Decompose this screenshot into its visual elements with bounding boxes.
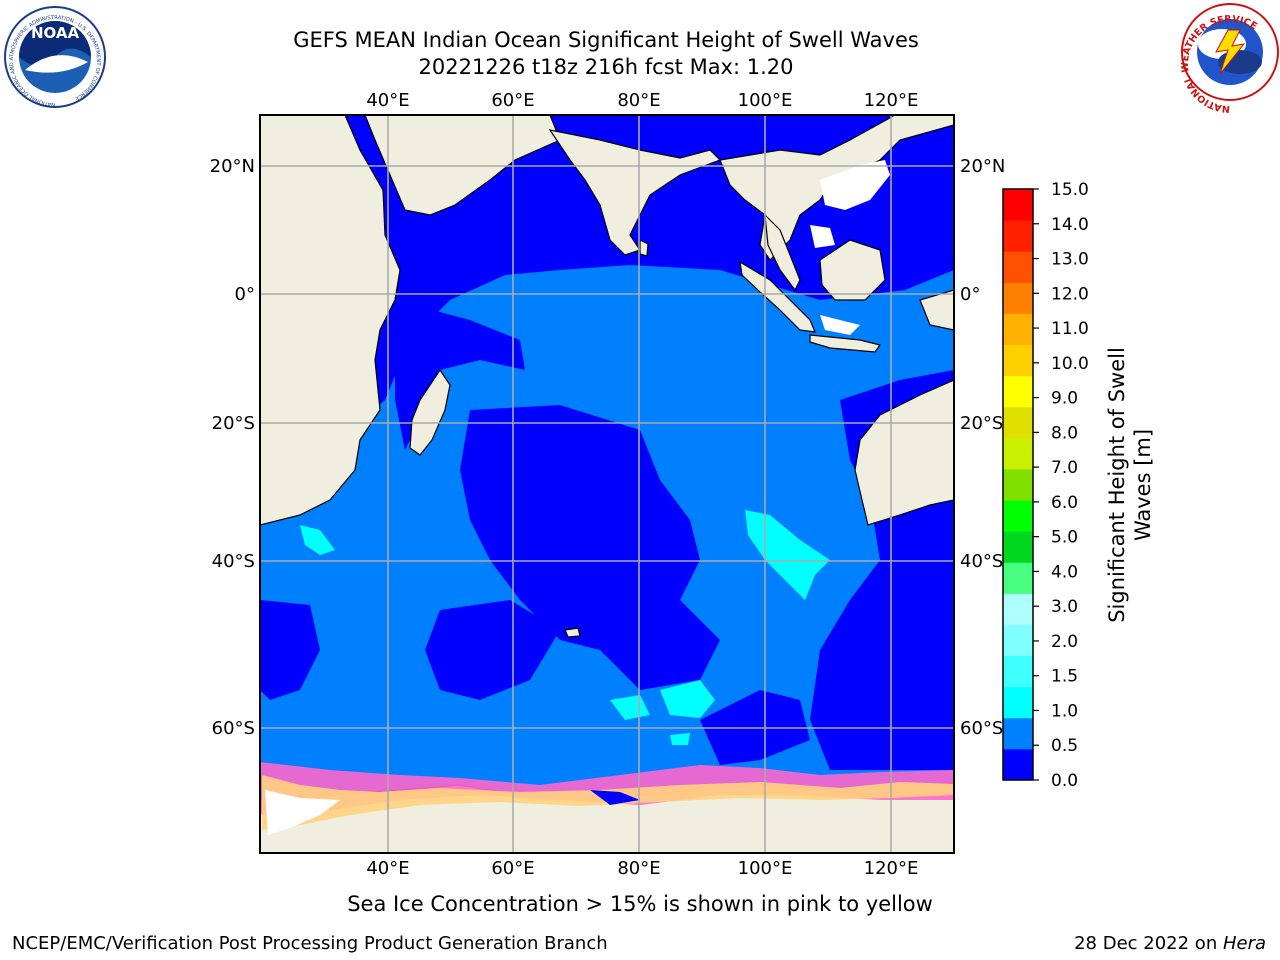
no-data-patches — [810, 160, 890, 335]
sumatra-island — [739, 260, 816, 333]
colorbar-swatch — [1003, 655, 1033, 688]
colorbar-tick-label: 11.0 — [1051, 319, 1089, 339]
lon-label-bottom: 60°E — [491, 858, 534, 879]
lon-label-bottom: 100°E — [738, 858, 793, 879]
sea-ice-caption: Sea Ice Concentration > 15% is shown in … — [347, 892, 933, 916]
java-island — [809, 334, 882, 353]
colorbar-swatch — [1003, 344, 1033, 377]
graticule — [260, 115, 954, 853]
colorbar-label-line2: Waves [m] — [1131, 429, 1155, 541]
footer-host: Hera — [1222, 933, 1266, 954]
australia-landmass — [854, 379, 954, 526]
colorbar-label-line1: Significant Height of Swell — [1105, 347, 1129, 623]
footer-date: 28 Dec 2022 on Hera — [1074, 933, 1266, 954]
colorbar-swatch — [1003, 686, 1033, 719]
colorbar-swatch — [1003, 220, 1033, 252]
colorbar-swatch — [1003, 500, 1033, 532]
footer-date-text: 28 Dec 2022 on — [1074, 933, 1223, 954]
lat-label-right: 60°S — [960, 718, 1003, 739]
lat-labels-left: 20°N 0° 20°S 40°S 60°S — [210, 156, 255, 739]
sea-ice-band — [260, 762, 954, 835]
lon-label-top: 120°E — [864, 90, 919, 111]
colorbar-tick-label: 4.0 — [1051, 562, 1078, 582]
colorbar: 15.0 14.0 13.0 12.0 11.0 10.0 9.0 8.0 7.0 6.0 5.0 4… — [1002, 180, 1089, 791]
colorbar-tick-label: 13.0 — [1051, 250, 1089, 270]
colorbar-tick-label: 0.5 — [1051, 736, 1078, 756]
colorbar-tick-label: 9.0 — [1051, 389, 1078, 409]
high-swell-patches — [300, 510, 830, 745]
colorbar-tick-label: 12.0 — [1051, 284, 1089, 304]
colorbar-tick-label: 2.0 — [1051, 632, 1078, 652]
lon-label-top: 80°E — [617, 90, 660, 111]
colorbar-swatch — [1003, 375, 1033, 408]
colorbar-swatch — [1003, 406, 1033, 439]
malay-peninsula — [764, 213, 801, 292]
lat-label-right: 20°S — [960, 413, 1003, 434]
colorbar-swatch — [1003, 189, 1033, 221]
lon-label-top: 100°E — [738, 90, 793, 111]
colorbar-swatch — [1003, 717, 1033, 750]
lon-labels-bottom: 40°E 60°E 80°E 100°E 120°E — [366, 858, 918, 879]
colorbar-tick-label: 6.0 — [1051, 493, 1078, 513]
lat-label-right: 0° — [960, 284, 980, 305]
borneo-island — [819, 239, 886, 301]
colorbar-tick-label: 14.0 — [1051, 215, 1089, 235]
colorbar-tick-label: 8.0 — [1051, 423, 1078, 443]
colorbar-tick-label: 1.5 — [1051, 667, 1078, 687]
colorbar-tick-label: 3.0 — [1051, 597, 1078, 617]
colorbar-tick-label: 10.0 — [1051, 354, 1089, 374]
colorbar-swatch — [1003, 593, 1033, 625]
nws-logo: NATIONAL WEATHER SERVICE — [1180, 3, 1279, 114]
lat-label-left: 40°S — [212, 551, 255, 572]
colorbar-swatch — [1003, 282, 1033, 314]
colorbar-swatch — [1003, 748, 1033, 781]
colorbar-swatch — [1003, 468, 1033, 501]
lon-label-bottom: 40°E — [366, 858, 409, 879]
colorbar-tick-label: 0.0 — [1051, 771, 1078, 791]
lat-label-right: 40°S — [960, 551, 1003, 572]
lon-label-bottom: 120°E — [864, 858, 919, 879]
colorbar-swatch — [1003, 437, 1033, 470]
colorbar-tick-label: 5.0 — [1051, 528, 1078, 548]
map-area — [260, 115, 954, 853]
lat-labels-right: 20°N 0° 20°S 40°S 60°S — [960, 156, 1005, 739]
colorbar-swatch — [1003, 624, 1033, 657]
lat-label-right: 20°N — [960, 156, 1005, 177]
colorbar-tick-label: 15.0 — [1051, 180, 1089, 200]
lon-label-bottom: 80°E — [617, 858, 660, 879]
lat-label-left: 20°N — [210, 156, 255, 177]
kerguelen-island — [564, 627, 581, 638]
madagascar-island — [409, 368, 451, 456]
colorbar-swatch — [1003, 313, 1033, 346]
map-title: GEFS MEAN Indian Ocean Significant Heigh… — [293, 28, 919, 52]
lon-label-top: 40°E — [366, 90, 409, 111]
colorbar-tick-label: 1.0 — [1051, 701, 1078, 721]
map-subtitle: 20221226 t18z 216h fcst Max: 1.20 — [418, 55, 794, 79]
lat-label-left: 20°S — [212, 413, 255, 434]
lon-labels-top: 40°E 60°E 80°E 100°E 120°E — [366, 90, 918, 111]
colorbar-tick-label: 7.0 — [1051, 458, 1078, 478]
noaa-logo-text: NOAA — [31, 24, 80, 42]
sri-lanka-island — [639, 239, 649, 257]
colorbar-swatch — [1003, 251, 1033, 283]
colorbar-swatch — [1003, 531, 1033, 563]
footer-branch: NCEP/EMC/Verification Post Processing Pr… — [12, 933, 608, 954]
lat-label-left: 60°S — [212, 718, 255, 739]
colorbar-swatch — [1003, 562, 1033, 594]
india-landmass — [548, 129, 722, 256]
lat-label-left: 0° — [235, 284, 255, 305]
noaa-logo: NOAA NATIONAL OCEANIC AND ATMOSPHERIC AD… — [4, 6, 106, 108]
map-frame — [259, 114, 955, 854]
colorbar-frame — [1002, 188, 1034, 781]
lon-label-top: 60°E — [491, 90, 534, 111]
